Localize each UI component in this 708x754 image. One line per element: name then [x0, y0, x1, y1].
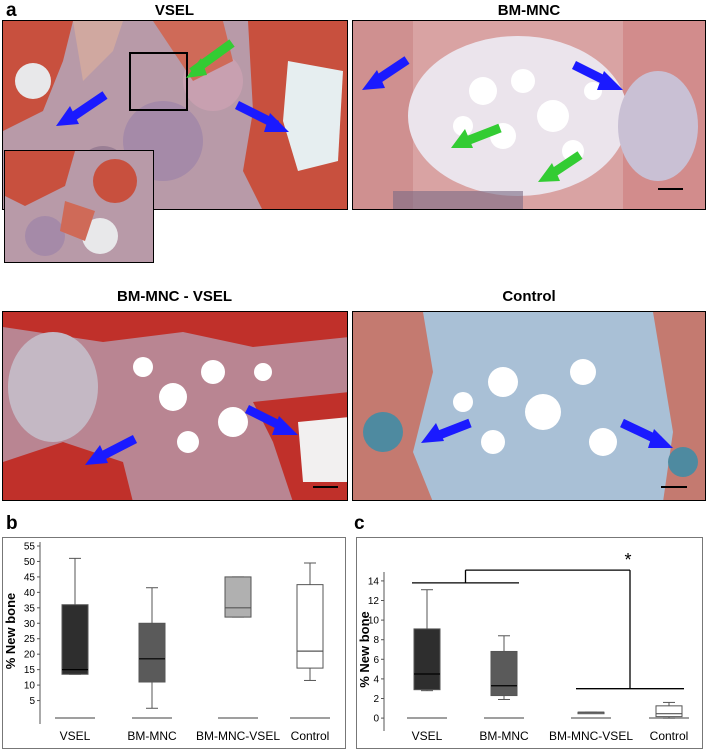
- significance-star: *: [624, 550, 631, 570]
- micrograph-title-bm-mnc-vsel: BM-MNC - VSEL: [117, 288, 232, 305]
- arrow-overlay-vsel: [56, 39, 289, 132]
- panel-letter-b: b: [6, 513, 18, 534]
- chart-b-svg: 5 10 15 20 25 30 35 40 45 50 55 % New bone VSEL BM-MN…: [3, 542, 330, 743]
- chart-b: 5 10 15 20 25 30 35 40 45 50 55 % New bone VSEL BM-MN…: [2, 537, 346, 749]
- blue-arrowhead: [85, 445, 108, 465]
- arrow-overlay-control: [421, 418, 673, 448]
- y-tick-label: 8: [373, 635, 379, 646]
- arrow-overlay-bm-mnc-vsel: [85, 404, 298, 465]
- y-tick-label: 5: [29, 696, 35, 707]
- y-axis-label: % New bone: [357, 611, 372, 688]
- box-body: [61, 604, 89, 675]
- box-body: [138, 622, 166, 683]
- y-tick-label: 10: [24, 681, 36, 692]
- category-label: BM-MNC-VSEL: [196, 729, 280, 743]
- y-tick-label: 6: [373, 655, 379, 666]
- panel-letter-c: c: [354, 513, 365, 534]
- green-arrowhead: [186, 58, 207, 78]
- category-label: Control: [291, 729, 330, 743]
- micrograph-title-bm-mnc: BM-MNC: [497, 2, 561, 19]
- y-axis-label: % New bone: [3, 593, 18, 670]
- chart-c: 0 2 4 6 8 10 12 14 % New bone VSEL BM-MNC BM-MNC-VS…: [356, 537, 703, 749]
- green-arrowhead: [538, 163, 560, 182]
- y-tick-label: 55: [24, 542, 36, 553]
- box-body: [224, 576, 252, 618]
- category-label: VSEL: [412, 729, 443, 743]
- y-tick-label: 25: [24, 634, 36, 645]
- y-tick-label: 35: [24, 603, 36, 614]
- y-tick-label: 30: [24, 619, 36, 630]
- blue-arrowhead: [648, 429, 673, 448]
- category-label: BM-MNC-VSEL: [549, 729, 633, 743]
- blue-arrowhead: [272, 416, 298, 435]
- blue-arrowhead: [597, 71, 623, 90]
- y-tick-label: 40: [24, 588, 36, 599]
- blue-arrowhead: [264, 113, 289, 132]
- micrograph-control: [352, 311, 706, 501]
- blue-arrowhead: [362, 70, 385, 90]
- y-tick-label: 2: [373, 694, 379, 705]
- y-tick-label: 15: [24, 665, 36, 676]
- arrow-overlay-bm-mnc: [362, 56, 623, 182]
- micrograph-vsel: [2, 20, 348, 210]
- y-tick-label: 10: [368, 616, 380, 627]
- category-label: Control: [650, 729, 689, 743]
- blue-arrowhead: [421, 423, 444, 443]
- y-tick-label: 45: [24, 572, 36, 583]
- box-body: [296, 584, 324, 669]
- y-tick-label: 0: [373, 714, 379, 725]
- micrograph-title-control: Control: [502, 288, 556, 305]
- green-arrowhead: [451, 129, 473, 148]
- green-arrow: [462, 123, 502, 147]
- blue-arrowhead: [56, 106, 79, 126]
- micrograph-vsel-inset: [4, 150, 154, 263]
- y-tick-label: 20: [24, 650, 36, 661]
- y-tick-label: 14: [368, 576, 380, 587]
- panel-letter-a: a: [6, 0, 17, 21]
- box-body: [490, 650, 518, 697]
- chart-c-svg: 0 2 4 6 8 10 12 14 % New bone VSEL BM-MNC BM-MNC-VS…: [357, 550, 689, 743]
- y-tick-label: 50: [24, 557, 36, 568]
- micrograph-bm-mnc: [352, 20, 706, 210]
- box-body: [655, 705, 683, 718]
- y-tick-label: 4: [373, 674, 379, 685]
- micrograph-title-vsel: VSEL: [154, 2, 195, 19]
- category-label: BM-MNC: [127, 729, 177, 743]
- box-body: [413, 628, 441, 691]
- y-tick-label: 12: [368, 596, 380, 607]
- category-label: VSEL: [60, 729, 91, 743]
- category-label: BM-MNC: [479, 729, 529, 743]
